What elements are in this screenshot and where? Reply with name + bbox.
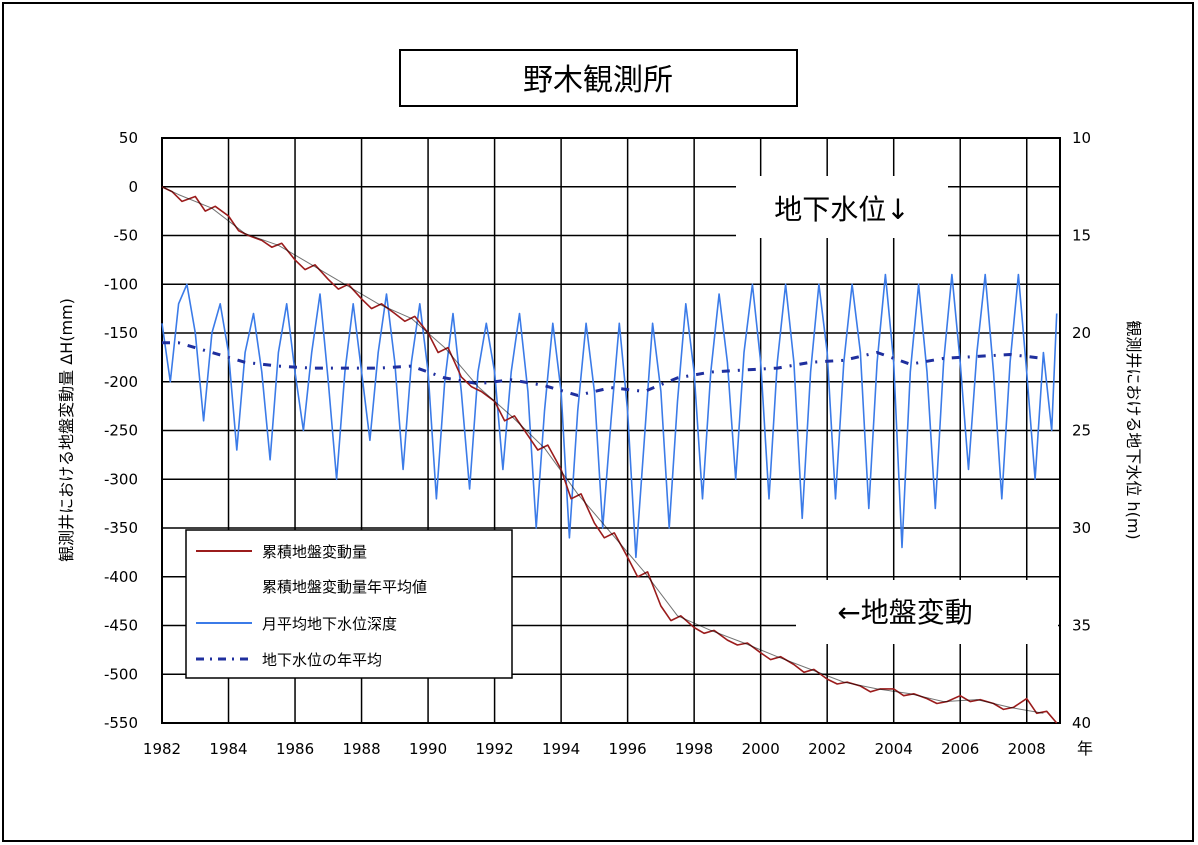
left-tick-label-5: -200 — [104, 373, 138, 391]
title-box — [399, 49, 798, 107]
left-tick-label-4: -150 — [104, 324, 138, 342]
x-tick-label-1: 1984 — [209, 740, 247, 758]
right-tick-label-0: 10 — [1072, 129, 1091, 147]
x-tick-label-8: 1998 — [675, 740, 713, 758]
series-line-0 — [161, 186, 1058, 724]
left-tick-label-9: -400 — [104, 568, 138, 586]
left-tick-label-12: -550 — [104, 714, 138, 732]
legend-label-cumulative: 累積地盤変動量 — [262, 543, 367, 561]
legend-label-groundwater-annual: 地下水位の年平均 — [262, 651, 382, 669]
legend-label-monthly-groundwater: 月平均地下水位深度 — [262, 615, 397, 633]
left-tick-label-11: -500 — [104, 665, 138, 683]
x-tick-label-7: 1996 — [609, 740, 647, 758]
left-tick-label-7: -300 — [104, 470, 138, 488]
annotation-box-subsidence — [796, 580, 1058, 644]
x-tick-label-5: 1992 — [475, 740, 513, 758]
left-tick-label-10: -450 — [104, 617, 138, 635]
right-tick-label-3: 25 — [1072, 422, 1091, 440]
series-line-3 — [162, 341, 1044, 397]
annotation-subsidence: ←地盤変動 — [837, 596, 972, 629]
x-axis-ticks: 1982 1984 1986 1988 1990 1992 1994 1996 1998 2000… — [143, 740, 1046, 758]
legend-label-cumulative-annual: 累積地盤変動量年平均値 — [262, 578, 427, 596]
legend-box — [185, 529, 513, 679]
x-tick-label-2: 1986 — [276, 740, 314, 758]
left-tick-label-6: -250 — [104, 422, 138, 440]
x-tick-label-12: 2006 — [941, 740, 979, 758]
left-axis-label: 観測井における地盤変動量 ΔH(mm) — [57, 298, 76, 562]
left-tick-label-8: -350 — [104, 519, 138, 537]
x-tick-label-10: 2002 — [808, 740, 846, 758]
x-tick-label-3: 1988 — [342, 740, 380, 758]
series-line-2 — [161, 273, 1058, 559]
right-tick-label-6: 40 — [1072, 714, 1091, 732]
right-tick-label-5: 35 — [1072, 617, 1091, 635]
chart-title: 野木観測所 — [523, 63, 673, 98]
left-tick-label-3: -100 — [104, 275, 138, 293]
x-tick-label-9: 2000 — [742, 740, 780, 758]
x-tick-label-0: 1982 — [143, 740, 181, 758]
annotation-groundwater: 地下水位↓ — [774, 193, 909, 226]
x-tick-label-13: 2008 — [1008, 740, 1046, 758]
left-tick-label-1: 0 — [128, 178, 138, 196]
x-tick-label-11: 2004 — [875, 740, 913, 758]
annotation-box-groundwater — [736, 176, 948, 238]
x-tick-label-6: 1994 — [542, 740, 580, 758]
legend: 累積地盤変動量 累積地盤変動量年平均値 月平均地下水位深度 地下水位の年平均 — [185, 529, 513, 679]
right-tick-label-4: 30 — [1072, 519, 1091, 537]
x-tick-label-4: 1990 — [409, 740, 447, 758]
left-tick-label-2: -50 — [114, 227, 139, 245]
right-axis-label: 観測井における地下水位 h(m) — [1124, 320, 1143, 539]
right-axis-ticks: 10 15 20 25 30 35 40 — [1072, 129, 1091, 732]
right-tick-label-1: 15 — [1072, 227, 1091, 245]
series-layer — [161, 186, 1058, 724]
left-tick-label-0: 50 — [119, 129, 138, 147]
left-axis-ticks: 50 0 -50 -100 -150 -200 -250 -300 -350 -400 -450 -5… — [104, 129, 138, 732]
right-tick-label-2: 20 — [1072, 324, 1091, 342]
x-axis-unit-label: 年 — [1077, 739, 1093, 758]
series-line-1 — [161, 186, 1044, 714]
